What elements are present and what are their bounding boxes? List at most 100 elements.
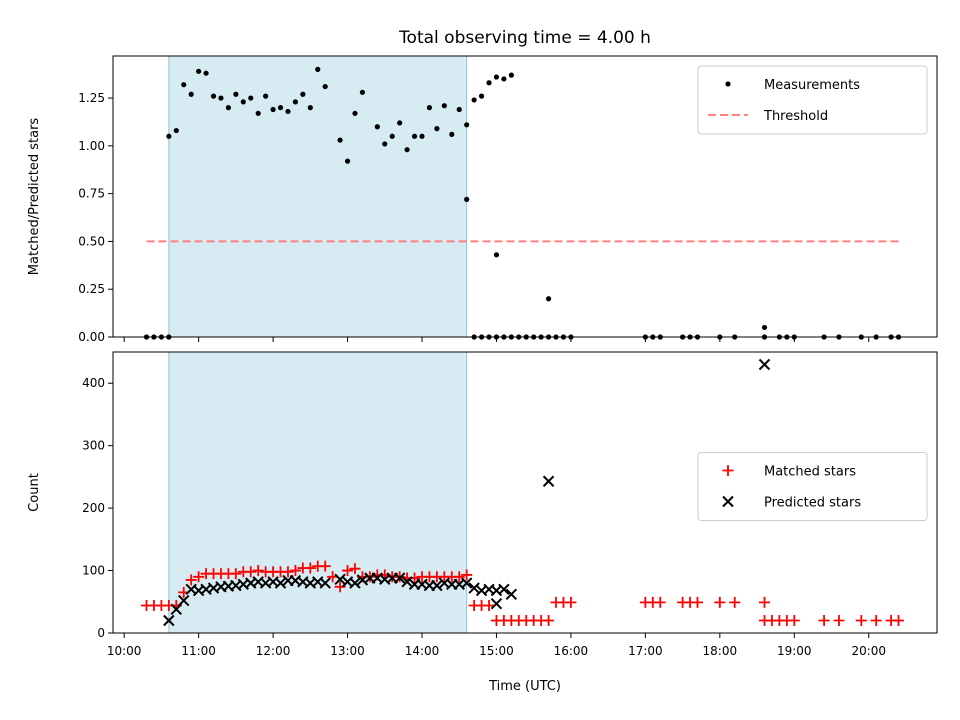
x-tick-label: 18:00 xyxy=(703,644,738,658)
data-point xyxy=(319,560,331,572)
data-point xyxy=(349,577,361,589)
data-point xyxy=(322,83,328,90)
data-point xyxy=(833,615,845,627)
data-point xyxy=(374,124,380,130)
data-point xyxy=(404,147,410,153)
y-tick-label: 400 xyxy=(82,376,105,390)
data-point xyxy=(441,103,447,109)
data-point xyxy=(498,583,510,595)
x-tick-label: 19:00 xyxy=(777,644,812,658)
data-point xyxy=(252,565,264,577)
data-point xyxy=(178,594,190,607)
data-point xyxy=(342,565,354,577)
y-tick-label: 0 xyxy=(97,626,105,640)
x-tick-label: 11:00 xyxy=(181,644,216,658)
x-tick-label: 16:00 xyxy=(554,644,589,658)
x-axis-label: Time (UTC) xyxy=(488,679,561,694)
data-point xyxy=(185,574,197,586)
data-point xyxy=(758,358,771,371)
y-tick-label: 1.25 xyxy=(78,91,105,105)
bottom-panel: 0 100 200 300 400 10:00 11:00 12:00 13:00 14:00 15… xyxy=(27,351,938,694)
y-tick-label: 0.25 xyxy=(78,282,105,296)
data-point xyxy=(456,106,462,113)
data-point xyxy=(508,72,514,78)
data-point xyxy=(729,596,741,608)
data-point xyxy=(181,82,187,88)
data-point xyxy=(654,596,666,608)
data-point xyxy=(434,126,440,132)
data-point xyxy=(393,572,406,584)
data-point xyxy=(255,110,261,116)
data-point xyxy=(453,571,465,583)
axes-frame xyxy=(112,55,938,338)
y-tick-label: 0.75 xyxy=(78,187,105,201)
legend-label: Threshold xyxy=(763,109,828,124)
x-tick-label: 13:00 xyxy=(330,644,365,658)
data-point xyxy=(493,74,500,80)
data-point xyxy=(759,596,771,608)
data-point xyxy=(319,577,331,589)
data-point xyxy=(240,99,246,105)
data-point xyxy=(173,127,179,134)
data-point xyxy=(483,600,495,612)
y-axis-label: Matched/Predicted stars xyxy=(27,118,42,276)
data-point xyxy=(478,93,485,99)
data-point xyxy=(352,110,358,116)
x-tick-label: 17:00 xyxy=(628,644,663,658)
data-point xyxy=(464,122,470,128)
data-point xyxy=(411,133,418,139)
legend-box xyxy=(697,452,928,521)
y-tick-label: 1.00 xyxy=(78,139,105,153)
legend-label: Measurements xyxy=(764,78,860,93)
y-axis-label: Count xyxy=(27,473,42,512)
data-point xyxy=(300,91,306,97)
data-point xyxy=(449,131,455,137)
legend-marker xyxy=(722,495,734,508)
data-point xyxy=(210,93,217,99)
x-tick-label: 14:00 xyxy=(405,644,440,658)
y-tick-label: 200 xyxy=(82,501,105,515)
data-point xyxy=(193,571,205,583)
shaded-interval xyxy=(168,55,468,338)
data-point xyxy=(468,582,480,594)
data-point xyxy=(285,108,291,115)
data-point xyxy=(203,70,209,76)
data-point xyxy=(691,596,703,608)
data-point xyxy=(460,577,473,589)
data-point xyxy=(349,563,361,575)
data-point xyxy=(486,80,492,86)
x-tick-label: 20:00 xyxy=(851,644,886,658)
data-point xyxy=(225,105,232,111)
legend-label: Matched stars xyxy=(764,465,856,480)
data-point xyxy=(545,296,552,302)
data-point xyxy=(344,158,351,164)
x-tick-label: 15:00 xyxy=(479,644,514,658)
data-point xyxy=(389,133,395,139)
data-point xyxy=(277,105,284,111)
data-point xyxy=(542,475,555,487)
data-point xyxy=(218,95,224,101)
data-point xyxy=(893,615,905,627)
x-tick-label: 10:00 xyxy=(107,644,142,658)
y-tick-label: 0.00 xyxy=(78,330,105,344)
y-tick-label: 300 xyxy=(82,439,105,453)
data-point xyxy=(230,568,242,580)
data-point xyxy=(471,97,477,103)
shaded-interval xyxy=(168,351,468,634)
data-point xyxy=(426,105,433,111)
data-point xyxy=(818,615,830,627)
x-tick-label: 12:00 xyxy=(256,644,291,658)
data-point xyxy=(163,614,175,627)
data-point xyxy=(248,95,254,101)
data-point xyxy=(714,596,726,608)
data-point xyxy=(245,566,257,578)
legend-marker xyxy=(725,81,731,87)
legend-label: Predicted stars xyxy=(764,496,861,511)
data-point xyxy=(419,133,425,139)
y-tick-label: 0.50 xyxy=(78,234,105,248)
data-point xyxy=(304,562,316,574)
data-point xyxy=(337,137,343,143)
data-point xyxy=(397,120,403,126)
data-point xyxy=(761,324,768,331)
